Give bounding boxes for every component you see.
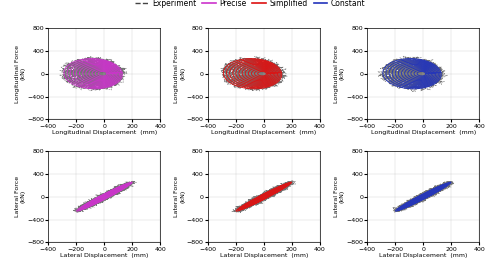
Y-axis label: Lateral Force
(kN): Lateral Force (kN) xyxy=(334,176,344,217)
Y-axis label: Longitudinal Force
(kN): Longitudinal Force (kN) xyxy=(334,45,344,103)
X-axis label: Lateral Displacement  (mm): Lateral Displacement (mm) xyxy=(60,253,148,258)
Y-axis label: Longitudinal Force
(kN): Longitudinal Force (kN) xyxy=(15,45,26,103)
X-axis label: Longitudinal Displacement  (mm): Longitudinal Displacement (mm) xyxy=(211,130,316,135)
X-axis label: Longitudinal Displacement  (mm): Longitudinal Displacement (mm) xyxy=(52,130,157,135)
X-axis label: Longitudinal Displacement  (mm): Longitudinal Displacement (mm) xyxy=(370,130,476,135)
Y-axis label: Longitudinal Force
(kN): Longitudinal Force (kN) xyxy=(174,45,185,103)
X-axis label: Lateral Displacement  (mm): Lateral Displacement (mm) xyxy=(220,253,308,258)
Y-axis label: Lateral Force
(kN): Lateral Force (kN) xyxy=(15,176,26,217)
X-axis label: Lateral Displacement  (mm): Lateral Displacement (mm) xyxy=(379,253,468,258)
Y-axis label: Lateral Force
(kN): Lateral Force (kN) xyxy=(174,176,185,217)
Legend: Experiment, Precise, Simplified, Constant: Experiment, Precise, Simplified, Constan… xyxy=(132,0,368,11)
